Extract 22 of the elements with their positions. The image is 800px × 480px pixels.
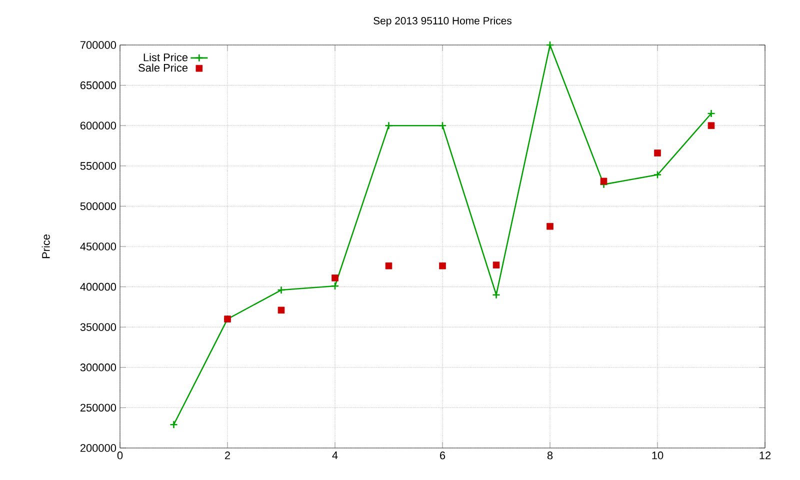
- legend-label: Sale Price: [138, 64, 188, 72]
- y-tick-label: 250000: [80, 404, 116, 412]
- y-tick-label: 700000: [80, 41, 116, 49]
- x-tick-label: 12: [760, 452, 771, 460]
- y-axis-title: Price: [42, 234, 50, 258]
- y-tick-label: 300000: [80, 364, 116, 372]
- x-tick-label: 6: [440, 452, 446, 460]
- x-tick-label: 0: [117, 452, 123, 460]
- x-tick-label: 2: [225, 452, 230, 460]
- y-tick-label: 350000: [80, 323, 116, 331]
- chart-title: Sep 2013 95110 Home Prices: [374, 16, 512, 26]
- x-tick-label: 4: [332, 452, 338, 460]
- y-tick-label: 650000: [80, 81, 116, 90]
- y-tick-label: 200000: [80, 444, 116, 452]
- x-tick-label: 10: [652, 452, 664, 460]
- x-tick-label: 8: [547, 452, 553, 460]
- y-tick-label: 400000: [80, 282, 116, 291]
- y-tick-label: 600000: [80, 122, 116, 130]
- y-tick-label: 550000: [80, 162, 116, 170]
- y-tick-label: 500000: [80, 202, 116, 210]
- y-tick-label: 450000: [80, 242, 116, 250]
- legend-label: List Price: [144, 53, 188, 62]
